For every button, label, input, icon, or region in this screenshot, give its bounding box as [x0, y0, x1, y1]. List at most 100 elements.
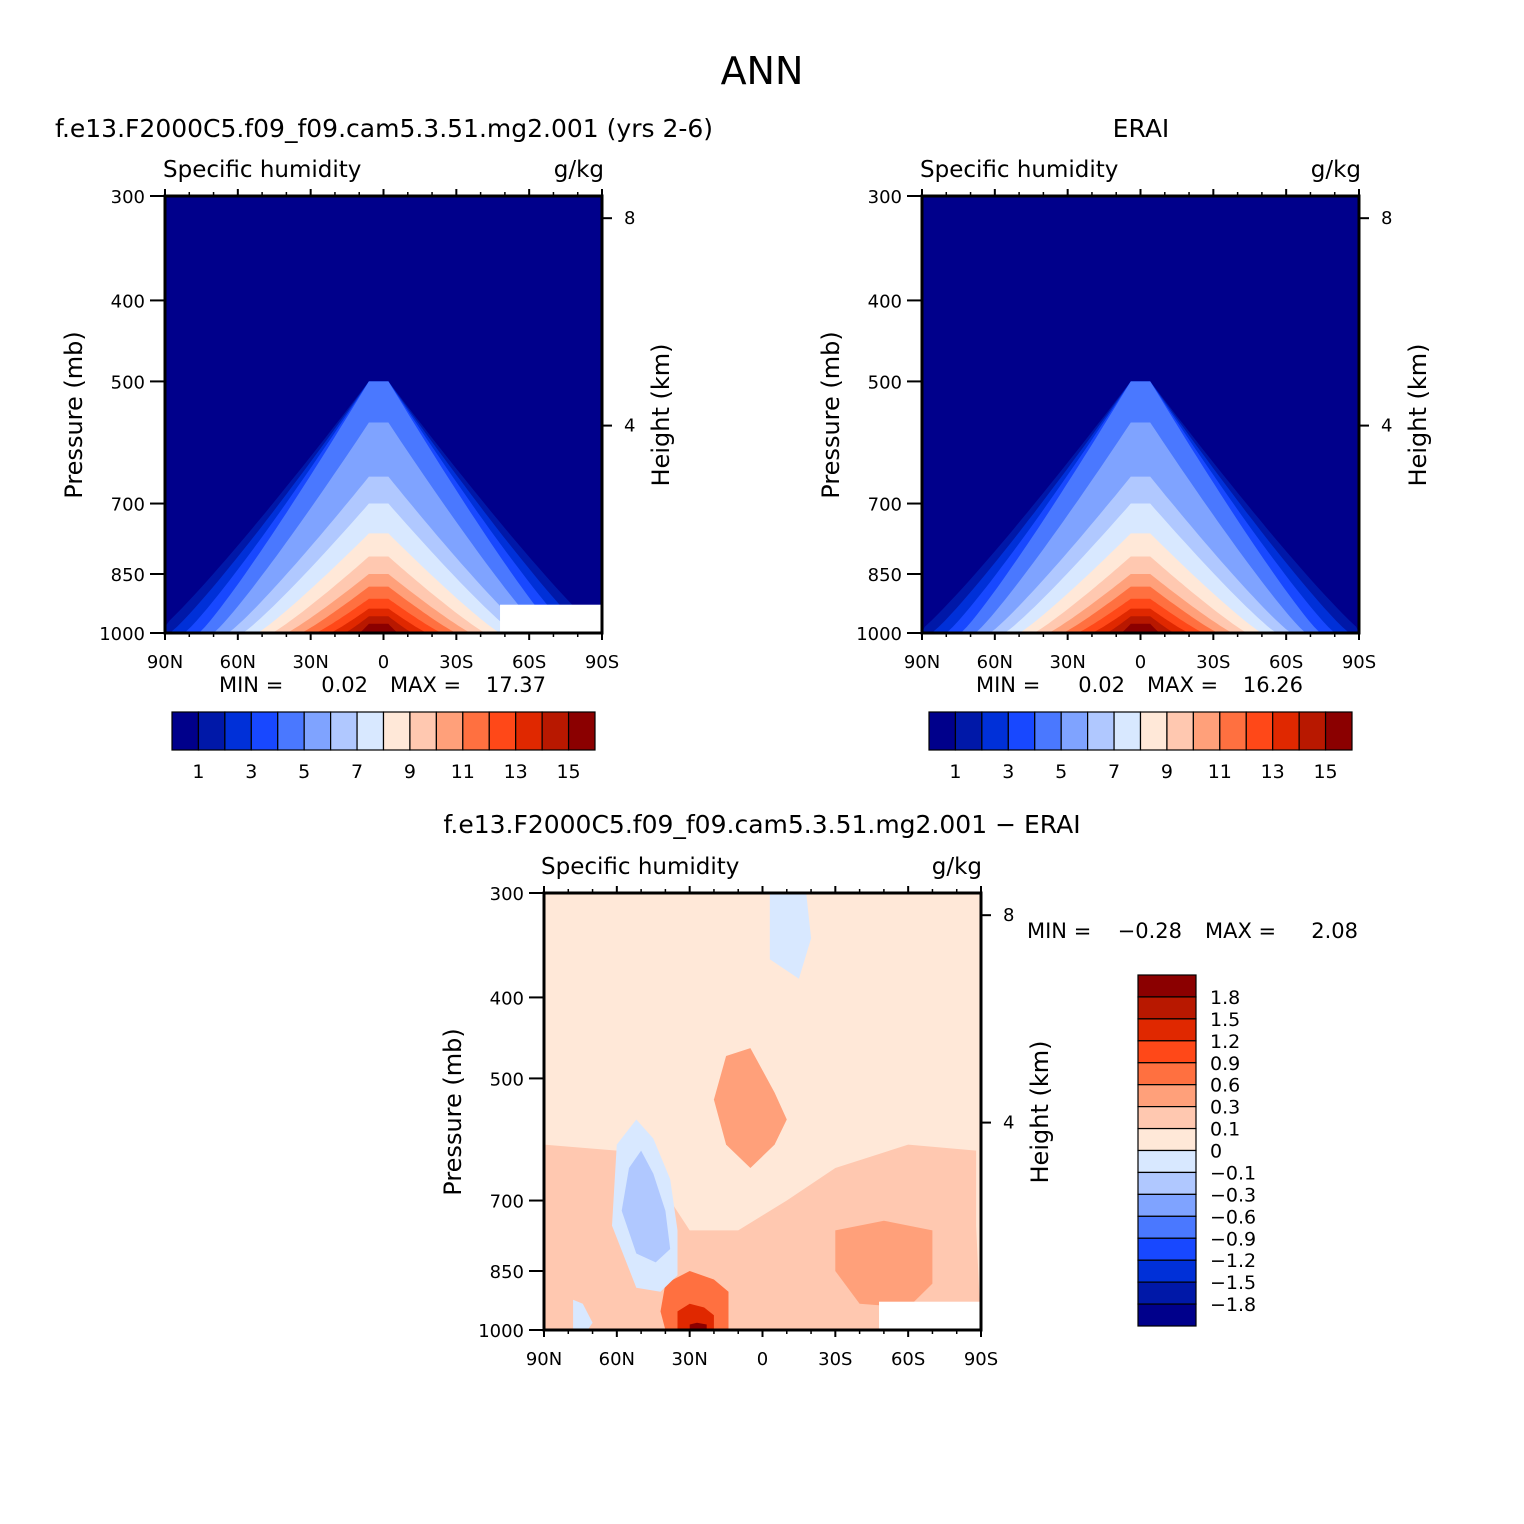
y-tick-label: 700	[111, 495, 145, 516]
colorbar-swatch	[515, 711, 543, 751]
y-tick-label: 700	[490, 1192, 524, 1213]
colorbar-tick-label: 0	[1210, 1141, 1222, 1163]
colorbar-swatch	[330, 711, 358, 751]
x-tick-label: 90S	[1342, 652, 1376, 673]
colorbar-tick-label: 13	[504, 761, 528, 783]
x-tick-label: 90N	[904, 652, 940, 673]
colorbar-tick-label: −1.2	[1210, 1250, 1256, 1272]
colorbar-tick-label: 1.5	[1210, 1009, 1240, 1031]
colorbar-swatch	[488, 711, 517, 751]
diff-fill-neg-upper	[769, 893, 812, 979]
colorbar-swatch	[1087, 711, 1115, 751]
colorbar-tick-label: −0.1	[1210, 1162, 1256, 1184]
colorbar-tick-label: −0.9	[1210, 1228, 1256, 1250]
colorbar-swatch	[1324, 711, 1353, 751]
colorbar-swatch	[1137, 1237, 1197, 1261]
x-tick-label: 30S	[1196, 652, 1230, 673]
panel-obs-left-string: Specific humidity	[920, 157, 1118, 183]
colorbar-tick-label: 5	[298, 761, 310, 783]
y-tick-label: 850	[868, 565, 902, 586]
x-tick-label: 90S	[964, 1349, 998, 1370]
colorbar-swatch	[435, 711, 464, 751]
colorbar-swatch	[1060, 711, 1089, 751]
panel-obs-min-label: MIN =	[976, 673, 1040, 697]
panel-obs-title: ERAI	[1113, 114, 1170, 143]
colorbar-swatch	[1137, 1084, 1197, 1108]
colorbar-swatch	[1192, 711, 1221, 751]
panel-model-left-string: Specific humidity	[163, 157, 361, 183]
colorbar-swatch	[1219, 711, 1247, 751]
y-right-tick-label: 8	[624, 208, 635, 229]
panel-model-field	[165, 196, 602, 633]
panel-obs: ERAI Specific humidity g/kg 90N 60N 30N 0 30…	[817, 114, 1432, 783]
colorbar-swatch	[954, 711, 983, 751]
x-tick-label: 30N	[671, 1349, 707, 1370]
colorbar-swatch	[1245, 711, 1274, 751]
y-tick-label: 500	[111, 372, 145, 393]
colorbar-swatch	[1298, 711, 1327, 751]
panel-obs-field	[922, 196, 1359, 633]
colorbar-tick-label: 1	[949, 761, 961, 783]
colorbar-tick-label: −1.5	[1210, 1272, 1256, 1294]
colorbar-swatch	[250, 711, 279, 751]
colorbar-tick-label: 0.6	[1210, 1075, 1240, 1097]
panel-diff-ylabel-right: Height (km)	[1026, 1041, 1054, 1184]
diff-fill-0.3-south	[835, 1220, 933, 1308]
colorbar-tick-label: 0.9	[1210, 1053, 1240, 1075]
colorbar-swatch	[1137, 1062, 1197, 1086]
masked-region	[500, 604, 602, 633]
panel-diff-title: f.e13.F2000C5.f09_f09.cam5.3.51.mg2.001 …	[443, 810, 1080, 839]
diff-fill-neg-south	[573, 1299, 593, 1330]
colorbar-swatch	[1137, 1018, 1197, 1042]
contour-fill-15	[359, 623, 399, 633]
panel-model-right-string: g/kg	[554, 157, 604, 183]
colorbar-swatch	[1137, 1127, 1197, 1152]
y-right-tick-label: 4	[1003, 1113, 1014, 1134]
panel-diff-right-string: g/kg	[932, 854, 982, 880]
colorbar-swatch	[1137, 1259, 1197, 1283]
colorbar-swatch	[541, 711, 570, 751]
panel-obs-axes: 90N 60N 30N 0 30S 60S 90S 300 400 500 700 850 1000 8 4	[856, 187, 1392, 673]
y-tick-label: 850	[490, 1262, 524, 1283]
panel-model-axes: 90N 60N 30N 0 30S 60S 90S 300 400 500 700 850 1000 8 4	[99, 187, 635, 673]
colorbar-swatch	[928, 711, 957, 751]
colorbar-tick-label: 1.8	[1210, 987, 1240, 1009]
colorbar-tick-label: 9	[1161, 761, 1173, 783]
colorbar-tick-label: 1.2	[1210, 1031, 1240, 1053]
colorbar-swatch	[303, 711, 332, 751]
panel-diff-ylabel: Pressure (mb)	[439, 1028, 467, 1195]
panel-diff-axes: 90N 60N 30N 0 30S 60S 90S 300 400 500 700 850 1000 8 4	[478, 884, 1014, 1370]
y-tick-label: 300	[111, 187, 145, 208]
panel-obs-min-value: 0.02	[1078, 673, 1125, 697]
colorbar-tick-label: 11	[451, 761, 475, 783]
colorbar-tick-label: 9	[404, 761, 416, 783]
y-right-tick-label: 4	[624, 416, 635, 437]
colorbar-tick-label: 3	[1002, 761, 1014, 783]
y-tick-label: 500	[490, 1069, 524, 1090]
x-tick-label: 90N	[526, 1349, 562, 1370]
colorbar-swatch	[171, 711, 200, 751]
x-tick-label: 30N	[292, 652, 328, 673]
x-tick-label: 60N	[977, 652, 1013, 673]
colorbar-swatch	[1272, 711, 1300, 751]
colorbar-tick-label: −0.3	[1210, 1184, 1256, 1206]
x-tick-label: 60S	[891, 1349, 925, 1370]
y-tick-label: 400	[868, 291, 902, 312]
colorbar-swatch	[277, 711, 305, 751]
panel-diff: f.e13.F2000C5.f09_f09.cam5.3.51.mg2.001 …	[439, 810, 1358, 1370]
y-tick-label: 1000	[856, 624, 902, 645]
x-tick-label: 30N	[1049, 652, 1085, 673]
colorbar-tick-label: 5	[1055, 761, 1067, 783]
colorbar-swatch	[1137, 996, 1197, 1020]
x-tick-label: 60S	[512, 652, 546, 673]
panel-model-title: f.e13.F2000C5.f09_f09.cam5.3.51.mg2.001 …	[55, 114, 713, 143]
panel-model-max-value: 17.37	[486, 673, 546, 697]
y-tick-label: 1000	[478, 1321, 524, 1342]
colorbar-swatch	[1137, 1040, 1197, 1064]
colorbar-swatch	[1137, 974, 1197, 998]
panel-model-ylabel-right: Height (km)	[647, 344, 675, 487]
colorbar-tick-label: 0.1	[1210, 1119, 1240, 1141]
panel-diff-max-value: 2.08	[1311, 919, 1358, 943]
panel-obs-right-string: g/kg	[1311, 157, 1361, 183]
